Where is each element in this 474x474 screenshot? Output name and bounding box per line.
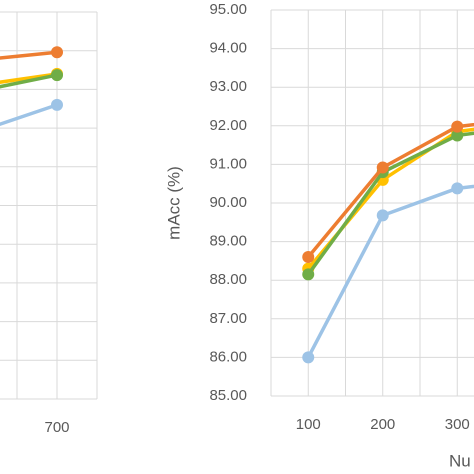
series-line bbox=[306, 131, 474, 276]
x-tick-label: 300 bbox=[445, 416, 470, 433]
y-tick-label: 89.00 bbox=[209, 233, 247, 250]
y-tick-label: 94.00 bbox=[209, 40, 247, 57]
data-point bbox=[51, 98, 63, 111]
data-point bbox=[451, 129, 464, 142]
y-tick-label: 87.00 bbox=[209, 310, 247, 327]
x-tick-label: 700 bbox=[44, 419, 69, 436]
y-axis-title: mAcc (%) bbox=[164, 166, 183, 240]
series-line bbox=[0, 73, 58, 89]
series-line bbox=[306, 184, 474, 359]
series-line bbox=[306, 122, 474, 259]
data-point bbox=[451, 120, 464, 133]
y-tick-label: 85.00 bbox=[209, 387, 247, 404]
x-axis-title: Nu bbox=[449, 451, 471, 470]
y-tick-label: 88.00 bbox=[209, 271, 247, 288]
data-point bbox=[376, 161, 389, 174]
y-tick-label: 92.00 bbox=[209, 117, 247, 134]
series-line bbox=[0, 72, 58, 84]
series-line bbox=[0, 103, 58, 127]
y-tick-label: 91.00 bbox=[209, 155, 247, 172]
x-tick-label: 100 bbox=[296, 416, 321, 433]
x-tick-label: 200 bbox=[370, 416, 395, 433]
y-tick-label: 95.00 bbox=[209, 1, 247, 18]
data-point bbox=[451, 182, 464, 195]
data-point bbox=[302, 268, 315, 281]
data-point bbox=[51, 46, 63, 59]
y-tick-label: 93.00 bbox=[209, 78, 247, 95]
data-point bbox=[302, 351, 315, 364]
y-tick-label: 90.00 bbox=[209, 194, 247, 211]
data-point bbox=[302, 251, 315, 264]
data-point bbox=[376, 209, 389, 222]
series-line bbox=[306, 127, 474, 270]
y-tick-label: 86.00 bbox=[209, 348, 247, 365]
series-line bbox=[0, 50, 58, 60]
data-point bbox=[51, 69, 63, 82]
